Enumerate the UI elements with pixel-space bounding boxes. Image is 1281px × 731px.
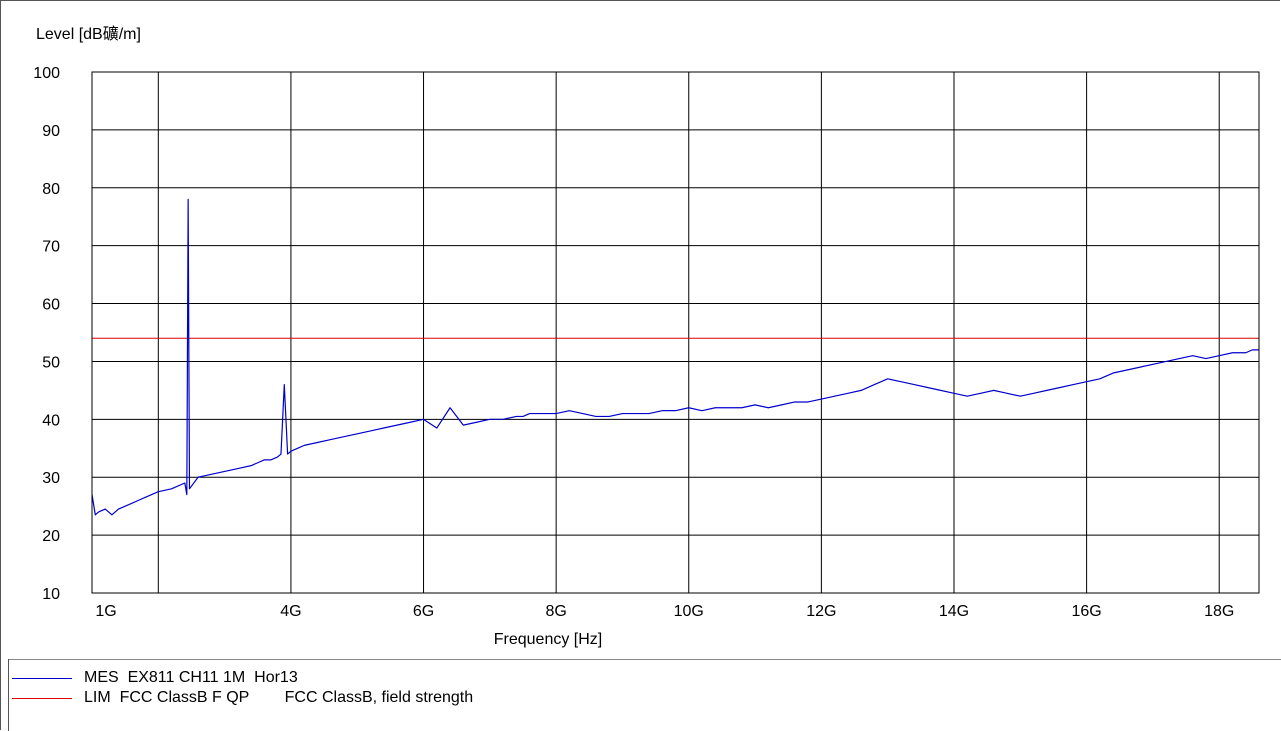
plot-border [91, 71, 1260, 594]
y-tick-label: 10 [42, 586, 60, 603]
x-tick-label: 8G [545, 603, 566, 620]
legend-label-limit: LIM FCC ClassB F QP FCC ClassB, field st… [84, 689, 474, 706]
x-axis-label: Frequency [Hz] [494, 631, 602, 648]
legend-left-rule [8, 659, 9, 731]
legend-swatch-measurement [12, 678, 72, 679]
y-tick-label: 70 [42, 239, 60, 256]
y-tick-label: 20 [42, 528, 60, 545]
legend-label-measurement: MES EX811 CH11 1M Hor13 [84, 669, 298, 686]
y-tick-label: 100 [33, 65, 60, 82]
y-tick-label: 30 [42, 470, 60, 487]
measurement-line [91, 198, 1259, 516]
x-tick-label: 16G [1071, 603, 1101, 620]
y-axis-label: Level [dB礦/m] [36, 25, 141, 43]
x-tick-label: 6G [413, 603, 434, 620]
x-tick-label: 10G [674, 603, 704, 620]
legend: MES EX811 CH11 1M Hor13 LIM FCC ClassB F… [0, 660, 1281, 730]
legend-swatch-limit [12, 698, 72, 699]
series-layer [91, 198, 1259, 516]
x-tick-label: 12G [806, 603, 836, 620]
y-tick-label: 60 [42, 297, 60, 314]
x-tick-labels: 1G 4G 6G 8G 10G 12G 14G 16G 18G [95, 603, 1234, 620]
legend-divider [8, 659, 1281, 660]
grid [92, 71, 1259, 594]
x-tick-label: 18G [1204, 603, 1234, 620]
x-tick-label: 4G [280, 603, 301, 620]
y-tick-labels: 100 90 80 70 60 50 40 30 20 10 [33, 65, 60, 603]
x-tick-label: 14G [939, 603, 969, 620]
emission-chart: Level [dB礦/m] 100 90 80 70 60 50 40 30 20 10 1G 4G… [33, 25, 1260, 648]
y-tick-label: 90 [42, 123, 60, 140]
x-tick-label: 1G [95, 603, 116, 620]
y-tick-label: 40 [42, 412, 60, 429]
y-tick-label: 80 [42, 181, 60, 198]
y-tick-label: 50 [42, 354, 60, 371]
